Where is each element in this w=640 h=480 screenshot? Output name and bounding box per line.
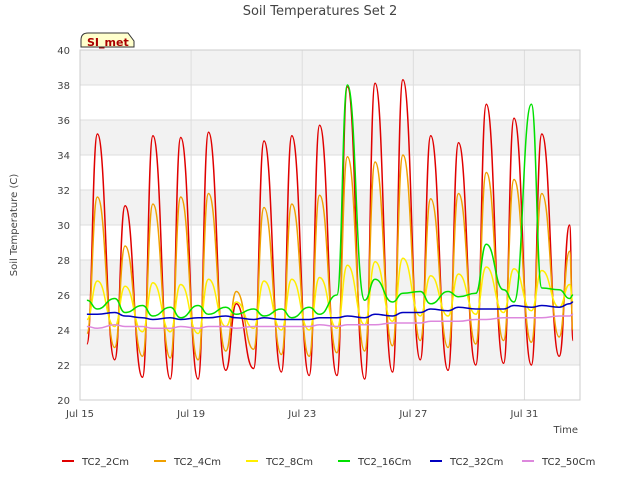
y-tick-label: 38 (57, 81, 70, 92)
plot-frame (79, 49, 581, 401)
plot-band (80, 225, 580, 260)
x-tick-label: Jul 31 (509, 409, 538, 420)
y-tick-label: 40 (57, 46, 70, 57)
series-line-tc2-16cm (86, 84, 574, 319)
y-axis-label: Soil Temperature (C) (9, 174, 20, 277)
y-tick-label: 36 (57, 116, 70, 127)
plot-band (80, 330, 580, 365)
legend-label: TC2_50Cm (541, 457, 595, 468)
series-line-tc2-32cm (86, 301, 574, 321)
y-tick-label: 34 (57, 151, 70, 162)
plot-band (80, 365, 580, 400)
x-axis-ticks: Jul 15 Jul 19 Jul 23 Jul 27 Jul 31 (65, 409, 538, 420)
legend: TC2_2Cm TC2_4Cm TC2_8Cm TC2_16Cm TC2_32Cm TC2… (62, 457, 595, 468)
x-tick-label: Jul 27 (398, 409, 427, 420)
y-tick-label: 24 (57, 326, 70, 337)
x-tick-label: Jul 19 (176, 409, 205, 420)
y-tick-label: 26 (57, 291, 70, 302)
plot-band (80, 190, 580, 225)
x-tick-label: Jul 23 (287, 409, 316, 420)
chart-title: Soil Temperatures Set 2 (243, 4, 398, 19)
legend-label: TC2_16Cm (357, 457, 411, 468)
x-tick-label: Jul 15 (65, 409, 94, 420)
legend-label: TC2_32Cm (449, 457, 503, 468)
site-label-text: SI_met (87, 36, 129, 49)
legend-label: TC2_8Cm (265, 457, 313, 468)
site-label-badge: SI_met (80, 32, 135, 49)
y-tick-label: 30 (57, 221, 70, 232)
series-line-tc2-50cm (86, 313, 574, 330)
series-layer (86, 79, 574, 380)
y-tick-label: 28 (57, 256, 70, 267)
y-tick-label: 32 (57, 186, 70, 197)
plot-band (80, 120, 580, 155)
x-axis-label: Time (553, 425, 578, 436)
y-axis-ticks: 20 22 24 26 28 30 32 34 36 38 40 (57, 46, 70, 407)
legend-label: TC2_4Cm (173, 457, 221, 468)
plot-band (80, 50, 580, 85)
y-tick-label: 22 (57, 361, 70, 372)
legend-label: TC2_2Cm (81, 457, 129, 468)
plot-band (80, 85, 580, 120)
y-tick-label: 20 (57, 396, 70, 407)
plot-band (80, 155, 580, 190)
